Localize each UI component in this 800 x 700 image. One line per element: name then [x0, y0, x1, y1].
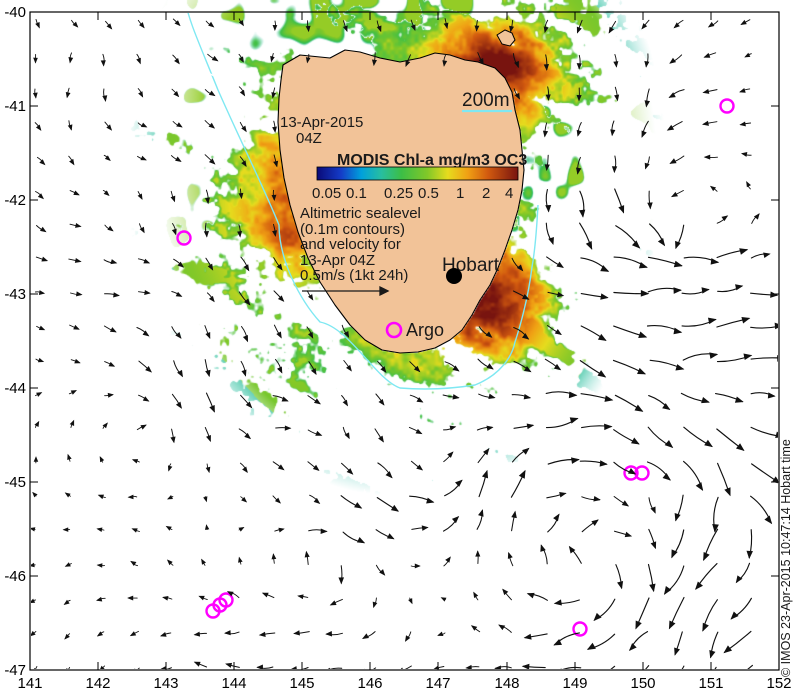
svg-text:2: 2 [482, 185, 490, 202]
svg-text:-42: -42 [4, 192, 26, 209]
svg-text:04Z: 04Z [296, 130, 322, 147]
svg-text:144: 144 [221, 675, 246, 692]
svg-text:MODIS Chl-a mg/m3 OC3: MODIS Chl-a mg/m3 OC3 [337, 152, 527, 169]
svg-text:147: 147 [425, 675, 450, 692]
svg-text:143: 143 [153, 675, 178, 692]
svg-text:-43: -43 [4, 286, 26, 303]
svg-text:0.5: 0.5 [418, 185, 439, 202]
svg-text:Argo: Argo [406, 320, 444, 340]
svg-text:200m: 200m [462, 90, 510, 111]
svg-text:4: 4 [505, 185, 513, 202]
svg-text:142: 142 [85, 675, 110, 692]
svg-text:-45: -45 [4, 474, 26, 491]
svg-text:150: 150 [630, 675, 655, 692]
svg-text:-47: -47 [4, 662, 26, 679]
svg-text:© IMOS 23-Apr-2015 10:47:14 Ho: © IMOS 23-Apr-2015 10:47:14 Hobart time [779, 439, 793, 677]
svg-text:0.05: 0.05 [312, 185, 341, 202]
svg-text:0.5m/s (1kt 24h): 0.5m/s (1kt 24h) [300, 267, 408, 284]
svg-text:-40: -40 [4, 4, 26, 21]
svg-text:0.1: 0.1 [346, 185, 367, 202]
svg-text:Altimetric sealevel: Altimetric sealevel [300, 205, 421, 222]
svg-text:149: 149 [562, 675, 587, 692]
svg-text:145: 145 [289, 675, 314, 692]
svg-text:1: 1 [456, 185, 464, 202]
svg-text:and velocity for: and velocity for [300, 236, 401, 253]
svg-text:-41: -41 [4, 98, 26, 115]
svg-text:151: 151 [698, 675, 723, 692]
svg-text:13-Apr-2015: 13-Apr-2015 [280, 114, 363, 131]
svg-text:0.25: 0.25 [384, 185, 413, 202]
svg-text:146: 146 [357, 675, 382, 692]
svg-text:-44: -44 [4, 380, 26, 397]
svg-text:-46: -46 [4, 568, 26, 585]
svg-text:152: 152 [766, 675, 791, 692]
svg-text:148: 148 [494, 675, 519, 692]
